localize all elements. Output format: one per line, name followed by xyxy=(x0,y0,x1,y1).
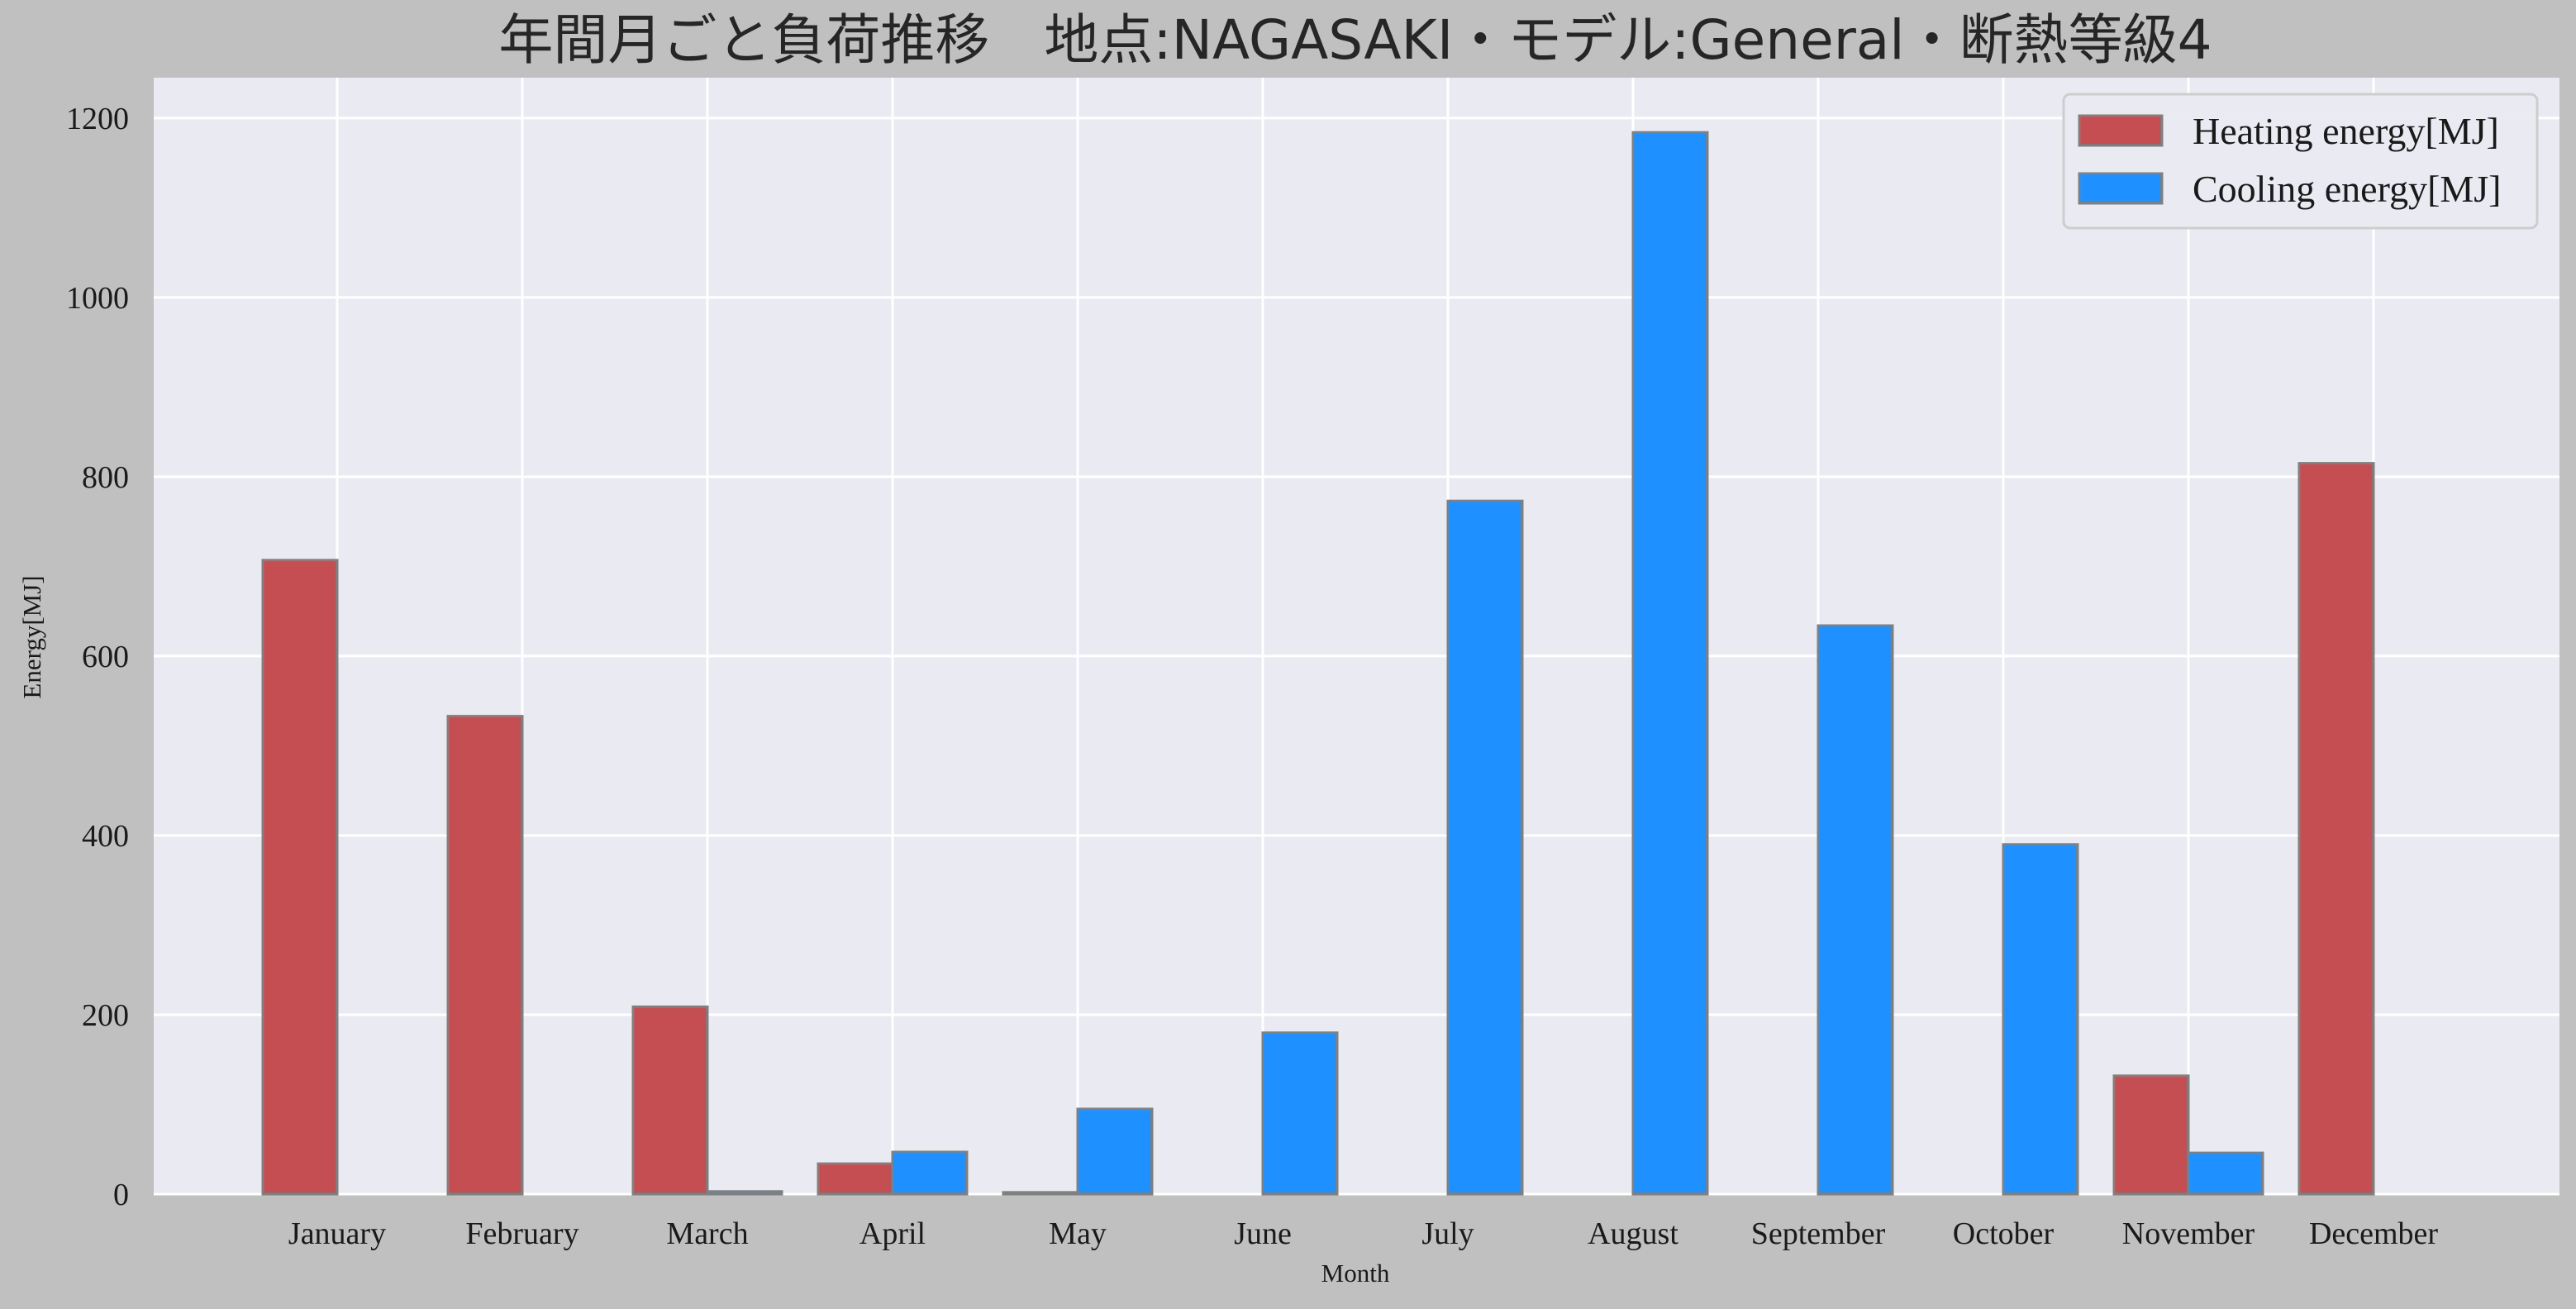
x-tick-label: March xyxy=(666,1216,748,1251)
legend-swatch xyxy=(2078,172,2164,205)
legend-box xyxy=(2062,93,2539,230)
x-tick-label: October xyxy=(1953,1216,2055,1251)
y-tick-label: 800 xyxy=(82,460,129,495)
bar-cooling xyxy=(2187,1151,2264,1196)
x-tick-label: August xyxy=(1588,1216,1678,1251)
x-tick-label: April xyxy=(859,1216,926,1251)
bars xyxy=(261,131,2375,1196)
y-tick-labels: 0 200 400 600 800 1000 1200 xyxy=(66,102,129,1212)
y-tick-label: 1200 xyxy=(66,102,129,136)
bar-cooling xyxy=(1261,1031,1339,1196)
chart-title: 年間月ごと負荷推移 地点:NAGASAKI・モデル:General・断熱等級4 xyxy=(498,8,2212,72)
legend-label: Cooling energy[MJ] xyxy=(2193,168,2502,210)
bar-heating xyxy=(631,1005,709,1196)
bar-cooling xyxy=(1817,624,1894,1196)
y-tick-label: 1000 xyxy=(66,281,129,316)
x-axis-label: Month xyxy=(1321,1259,1390,1288)
x-tick-label: September xyxy=(1751,1216,1886,1251)
x-tick-label: January xyxy=(288,1216,386,1251)
x-tick-label: July xyxy=(1421,1216,1474,1251)
plot-area xyxy=(154,78,2559,1194)
bar-heating xyxy=(261,559,339,1196)
bar-cooling xyxy=(1446,499,1524,1196)
legend-label: Heating energy[MJ] xyxy=(2193,110,2499,152)
y-tick-label: 200 xyxy=(82,998,129,1033)
bar-heating xyxy=(2112,1074,2190,1196)
x-tick-label: February xyxy=(465,1216,579,1251)
y-tick-label: 400 xyxy=(82,819,129,854)
y-tick-label: 600 xyxy=(82,640,129,674)
bar-cooling xyxy=(891,1150,969,1196)
bar-heating xyxy=(1002,1191,1079,1196)
x-tick-label: May xyxy=(1049,1216,1107,1251)
bar-heating xyxy=(2297,462,2375,1196)
bar-heating xyxy=(446,715,524,1196)
bar-heating xyxy=(817,1162,894,1196)
y-axis-label: Energy[MJ] xyxy=(17,575,46,698)
legend: Heating energy[MJ] Cooling energy[MJ] xyxy=(2062,93,2539,230)
x-tick-label: November xyxy=(2122,1216,2255,1251)
bar-cooling xyxy=(1631,131,1709,1196)
x-tick-label: June xyxy=(1234,1216,1292,1251)
x-tick-label: December xyxy=(2309,1216,2438,1251)
x-tick-labels: January February March April May June July Augu… xyxy=(288,1216,2438,1251)
bar-cooling xyxy=(706,1190,783,1196)
bar-cooling xyxy=(2002,843,2079,1196)
legend-swatch xyxy=(2078,114,2164,147)
bar-cooling xyxy=(1076,1107,1154,1196)
y-tick-label: 0 xyxy=(113,1178,129,1212)
